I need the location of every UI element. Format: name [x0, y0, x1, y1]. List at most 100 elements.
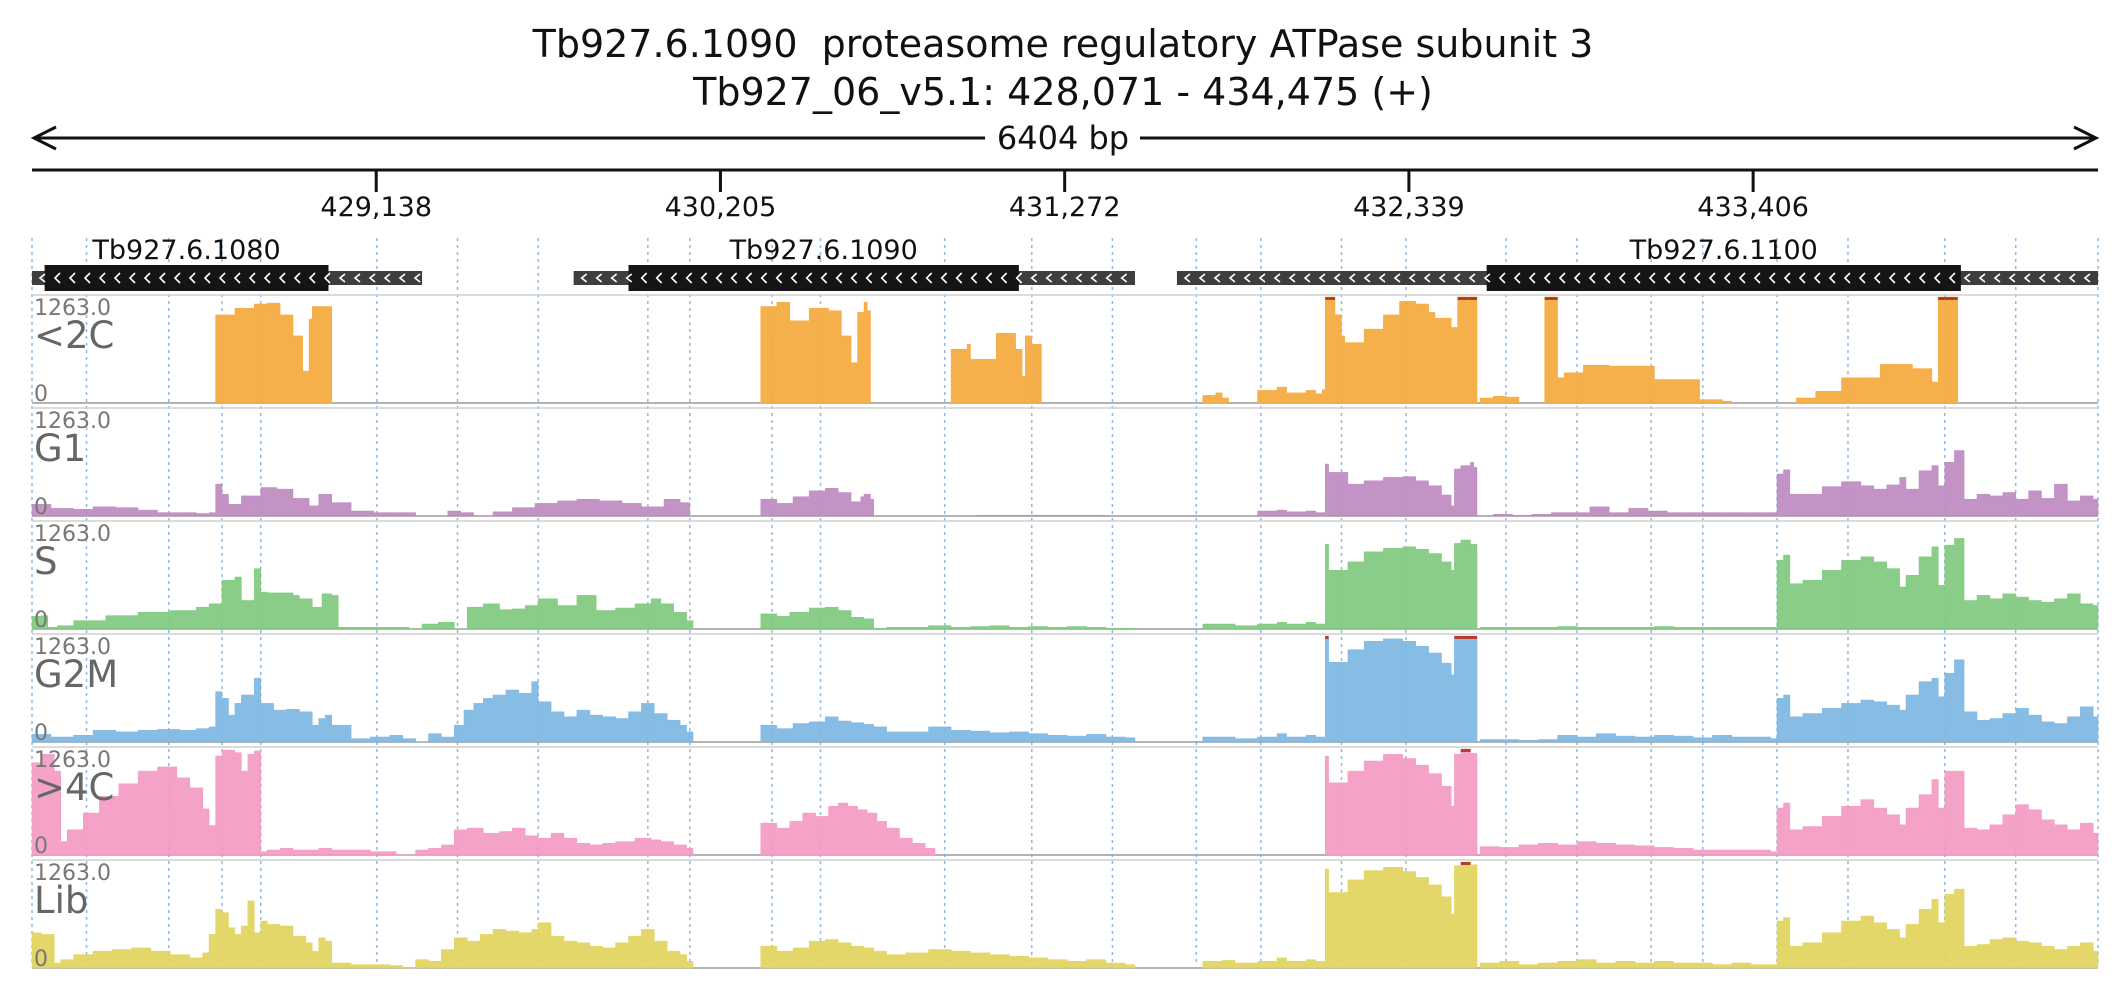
strand-chevron: [1363, 273, 1371, 283]
clip-marker: [1547, 297, 1558, 300]
strand-chevron: [1468, 273, 1476, 283]
coverage-track: 1263.0>4C 0: [31, 746, 2099, 859]
strand-chevron: [1618, 272, 1626, 284]
coverage-area: [1325, 748, 1478, 856]
strand-chevron: [760, 272, 768, 284]
strand-chevron: [158, 272, 166, 284]
gene-cds: [1486, 265, 1961, 291]
strand-chevron: [263, 272, 271, 284]
strand-chevron: [640, 272, 648, 284]
track-ymin-label: 0: [34, 382, 48, 407]
coverage-area: [1257, 296, 1478, 404]
coverage-area: [1479, 733, 1778, 743]
strand-chevron: [413, 273, 421, 283]
strand-chevron: [293, 272, 301, 284]
strand-chevron: [128, 272, 136, 284]
strand-chevron: [338, 273, 346, 283]
strand-chevron: [143, 272, 151, 284]
strand-chevron: [1333, 273, 1341, 283]
coverage-area: [31, 677, 694, 743]
coverage-area: [1479, 959, 1778, 969]
track-name-label: <2C: [34, 314, 114, 357]
track-ymin-label: 0: [34, 495, 48, 520]
coverage-track: 1263.0<2C 0: [32, 294, 2098, 407]
ruler-left-arrow: [30, 125, 57, 151]
strand-chevron: [1903, 272, 1911, 284]
strand-chevron: [685, 272, 693, 284]
clip-marker: [1544, 297, 1548, 300]
position-axis: 429,138 430,205 431,272 432,339 433,406: [32, 168, 2098, 223]
gene-cds: [44, 265, 329, 291]
coverage-area: [760, 716, 1136, 743]
strand-chevron: [188, 272, 196, 284]
strand-chevron: [1753, 272, 1761, 284]
axis-tick-label: 431,272: [1009, 192, 1121, 223]
coverage-area: [1202, 539, 1478, 630]
strand-chevron: [1723, 272, 1731, 284]
strand-chevron: [2053, 273, 2061, 283]
strand-chevron: [985, 272, 993, 284]
strand-chevron: [1993, 273, 2001, 283]
strand-chevron: [625, 273, 633, 283]
track-name-label: S: [34, 540, 58, 583]
strand-chevron: [1558, 272, 1566, 284]
axis-tick-label: 433,406: [1697, 192, 1809, 223]
strand-chevron: [820, 272, 828, 284]
strand-chevron: [1213, 273, 1221, 283]
strand-chevron: [98, 272, 106, 284]
strand-chevron: [218, 272, 226, 284]
track-ymin-label: 0: [34, 608, 48, 633]
coverage-area: [976, 514, 1236, 517]
strand-chevron: [368, 273, 376, 283]
strand-chevron: [1918, 272, 1926, 284]
track-name-label: G1: [34, 427, 86, 470]
strand-chevron: [1828, 272, 1836, 284]
strand-chevron: [83, 272, 91, 284]
strand-chevron: [850, 272, 858, 284]
strand-chevron: [1273, 273, 1281, 283]
strand-chevron: [2008, 273, 2016, 283]
strand-chevron: [835, 272, 843, 284]
strand-chevron: [1120, 273, 1128, 283]
strand-chevron: [1588, 272, 1596, 284]
track-name-label: G2M: [34, 653, 118, 696]
clip-marker: [1328, 297, 1336, 300]
track-ymax-label: 1263.0: [34, 861, 111, 886]
coverage-track: 1263.0S 0: [31, 520, 2099, 633]
track-name-label: Lib: [34, 879, 88, 922]
axis-tick-label: 429,138: [320, 192, 432, 223]
strand-chevron: [925, 272, 933, 284]
coverage-area: [1776, 450, 2099, 517]
clip-marker: [1454, 636, 1461, 639]
strand-chevron: [1708, 272, 1716, 284]
strand-chevron: [1858, 272, 1866, 284]
coverage-area: [1257, 462, 1478, 517]
coverage-area: [1202, 861, 1478, 969]
strand-chevron: [1978, 273, 1986, 283]
figure-title: Tb927.6.1090 proteasome regulatory ATPas…: [532, 22, 1594, 66]
strand-chevron: [203, 272, 211, 284]
strand-chevron: [670, 272, 678, 284]
strand-chevron: [1663, 272, 1671, 284]
axis-tick-label: 430,205: [665, 192, 777, 223]
strand-chevron: [1030, 273, 1038, 283]
gene-label: Tb927.6.1100: [1629, 235, 1818, 266]
strand-chevron: [910, 272, 918, 284]
strand-chevron: [1060, 273, 1068, 283]
coverage-area: [31, 568, 694, 630]
strand-chevron: [1798, 272, 1806, 284]
strand-chevron: [1498, 272, 1506, 284]
coverage-area: [1202, 392, 1229, 404]
strand-chevron: [1633, 272, 1641, 284]
clip-marker: [1460, 862, 1471, 865]
strand-chevron: [2038, 273, 2046, 283]
strand-chevron: [1933, 272, 1941, 284]
coverage-area: [760, 802, 936, 856]
coverage-area: [31, 900, 694, 969]
strand-chevron: [1768, 272, 1776, 284]
strand-chevron: [745, 272, 753, 284]
strand-chevron: [278, 272, 286, 284]
strand-chevron: [1483, 273, 1491, 283]
